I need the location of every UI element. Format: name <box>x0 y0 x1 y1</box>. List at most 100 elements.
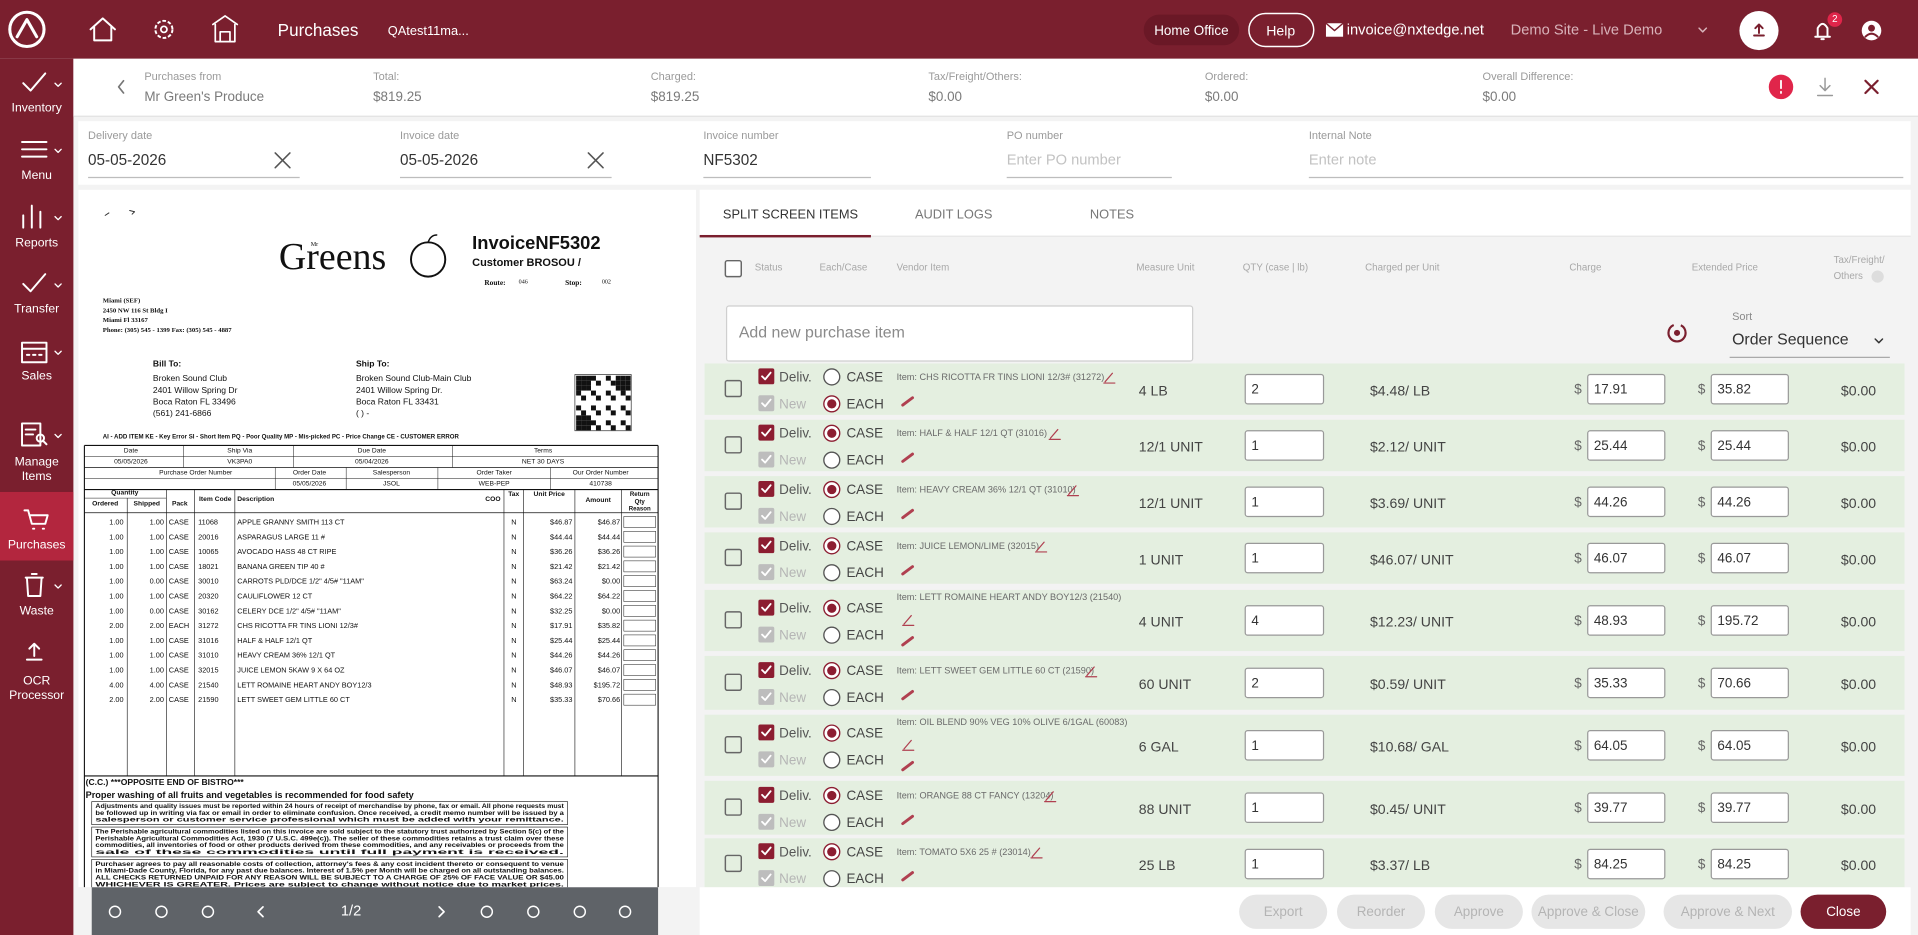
link-icon[interactable] <box>901 871 914 882</box>
checkbox[interactable] <box>758 843 775 860</box>
tab[interactable]: SPLIT SCREEN ITEMS <box>723 207 858 222</box>
radio[interactable] <box>823 813 841 832</box>
qty-input[interactable] <box>1244 792 1325 824</box>
edit-icon[interactable] <box>902 739 915 751</box>
row-select[interactable] <box>724 673 743 691</box>
extended-input[interactable] <box>1710 430 1789 461</box>
scan-icon[interactable] <box>1667 323 1687 343</box>
row-select[interactable] <box>724 548 743 567</box>
sidebar-item[interactable]: Transfer <box>14 273 62 315</box>
tab[interactable]: NOTES <box>1090 207 1134 222</box>
home-icon[interactable] <box>89 17 116 42</box>
action-button[interactable] <box>1663 894 1793 929</box>
header-checkbox[interactable] <box>724 259 743 278</box>
field-value[interactable]: NF5302 <box>703 152 757 169</box>
qty-input[interactable] <box>1244 730 1325 761</box>
link-icon[interactable] <box>901 508 914 520</box>
link-icon[interactable] <box>901 814 914 826</box>
clear-button[interactable] <box>587 152 604 169</box>
action-button[interactable] <box>1336 894 1426 929</box>
settings-icon[interactable] <box>154 19 174 39</box>
edit-icon[interactable] <box>902 614 915 626</box>
extended-input[interactable] <box>1710 605 1789 636</box>
charge-input[interactable] <box>1587 792 1666 824</box>
help-button[interactable] <box>1248 12 1315 48</box>
extended-input[interactable] <box>1710 542 1789 574</box>
row-select[interactable] <box>724 379 743 398</box>
qty-input[interactable] <box>1244 430 1325 461</box>
field-value[interactable]: 05-05-2026 <box>88 152 166 169</box>
field-placeholder[interactable]: Enter PO number <box>1007 152 1121 168</box>
checkbox[interactable] <box>758 724 775 741</box>
edit-icon[interactable] <box>1085 666 1098 678</box>
action-button[interactable] <box>1531 894 1646 929</box>
qty-input[interactable] <box>1244 486 1325 518</box>
extended-input[interactable] <box>1710 667 1789 699</box>
edit-icon[interactable] <box>1048 428 1061 440</box>
checkbox[interactable] <box>758 368 775 385</box>
charge-input[interactable] <box>1587 730 1666 761</box>
action-button[interactable] <box>1800 894 1887 929</box>
link-icon[interactable] <box>901 565 914 576</box>
toolbar-button[interactable] <box>618 905 632 918</box>
qty-input[interactable] <box>1244 542 1325 574</box>
site-selector[interactable]: Demo Site - Live Demo <box>1511 23 1663 39</box>
prev-page[interactable] <box>257 905 264 918</box>
sidebar-item[interactable]: Reports <box>15 204 62 250</box>
link-icon[interactable] <box>901 452 914 463</box>
link-icon[interactable] <box>901 760 914 772</box>
radio[interactable] <box>823 688 841 707</box>
field-placeholder[interactable]: Enter note <box>1309 152 1377 168</box>
toolbar-button[interactable] <box>573 905 587 918</box>
edit-icon[interactable] <box>1066 485 1080 497</box>
checkbox[interactable] <box>758 480 775 497</box>
open-tab[interactable]: QAtest11ma... <box>388 23 469 38</box>
radio[interactable] <box>823 870 841 888</box>
location-pill[interactable] <box>1143 14 1240 46</box>
field-value[interactable]: 05-05-2026 <box>400 152 478 169</box>
checkbox[interactable] <box>758 537 775 554</box>
checkbox[interactable] <box>758 662 775 678</box>
download-button[interactable] <box>1816 77 1834 97</box>
sidebar-item[interactable]: Sales <box>21 341 62 383</box>
sidebar-item[interactable]: Waste <box>20 572 62 618</box>
qty-input[interactable] <box>1244 605 1325 636</box>
checkbox[interactable] <box>758 564 775 581</box>
radio[interactable] <box>823 564 841 582</box>
action-button[interactable] <box>1434 894 1523 929</box>
edit-icon[interactable] <box>1034 541 1048 553</box>
charge-input[interactable] <box>1587 430 1666 461</box>
charge-input[interactable] <box>1587 542 1666 574</box>
bell-icon[interactable] <box>1814 22 1831 41</box>
charge-input[interactable] <box>1587 605 1666 636</box>
add-item-input[interactable] <box>725 305 1194 362</box>
sort-value[interactable]: Order Sequence <box>1732 332 1849 349</box>
tab[interactable]: AUDIT LOGS <box>915 207 992 222</box>
sidebar-item[interactable]: Inventory <box>12 72 63 115</box>
checkbox[interactable] <box>758 870 775 887</box>
checkbox[interactable] <box>758 626 775 643</box>
row-select[interactable] <box>724 736 743 754</box>
extended-input[interactable] <box>1710 792 1789 824</box>
row-select[interactable] <box>724 798 743 816</box>
radio[interactable] <box>823 626 841 644</box>
edit-icon[interactable] <box>1103 372 1116 384</box>
logo[interactable] <box>8 10 46 49</box>
charge-input[interactable] <box>1587 848 1666 880</box>
edit-icon[interactable] <box>1044 791 1057 803</box>
sidebar-item[interactable]: Purchases <box>0 491 74 561</box>
clear-button[interactable] <box>274 152 291 169</box>
checkbox[interactable] <box>758 689 775 705</box>
back-button[interactable] <box>117 79 125 94</box>
charge-input[interactable] <box>1587 373 1666 405</box>
radio[interactable] <box>823 507 841 526</box>
extended-input[interactable] <box>1710 848 1789 880</box>
charge-input[interactable] <box>1587 486 1666 518</box>
next-page[interactable] <box>438 905 445 918</box>
toolbar-button[interactable] <box>480 905 494 918</box>
checkbox[interactable] <box>758 395 775 412</box>
checkbox[interactable] <box>758 451 775 468</box>
checkbox[interactable] <box>758 507 775 524</box>
row-select[interactable] <box>724 436 743 454</box>
